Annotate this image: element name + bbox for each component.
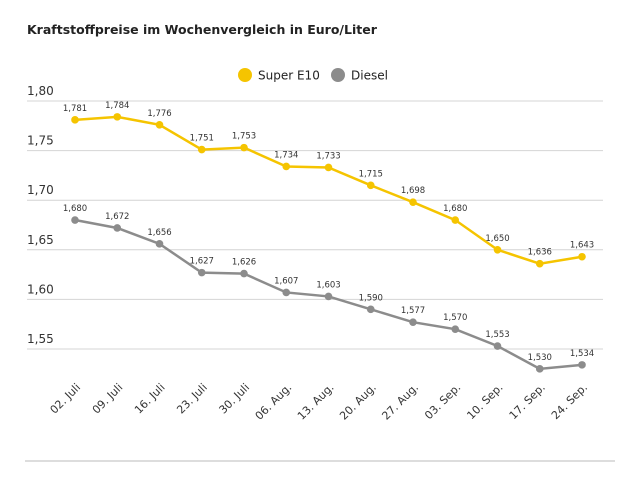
data-point [451, 216, 460, 224]
data-point [578, 252, 586, 261]
x-tick-label: 30. Juli [217, 381, 253, 417]
value-label: 1,784 [105, 101, 129, 111]
value-label: 1,626 [232, 258, 256, 268]
value-label: 1,570 [443, 313, 467, 323]
value-label: 1,603 [316, 280, 340, 290]
value-label: 1,636 [528, 248, 552, 258]
data-point [324, 163, 333, 172]
x-tick-label: 02. Juli [48, 381, 84, 417]
value-label: 1,680 [443, 204, 467, 214]
x-tick-label: 23. Juli [174, 381, 210, 417]
y-tick-label: 1,75 [27, 134, 54, 148]
value-label: 1,672 [105, 212, 129, 222]
y-tick-label: 1,70 [27, 183, 54, 197]
data-point [451, 325, 460, 333]
data-point [493, 342, 502, 350]
data-point [113, 224, 122, 232]
x-tick-label: 10. Sep. [464, 381, 505, 422]
value-label: 1,698 [401, 186, 425, 196]
value-label: 1,607 [274, 276, 298, 286]
data-point [282, 162, 291, 171]
data-point [155, 240, 164, 248]
value-label: 1,680 [63, 204, 87, 214]
value-label: 1,577 [401, 306, 425, 316]
data-point [155, 121, 164, 129]
x-tick-label: 06. Aug. [253, 381, 295, 423]
data-point [240, 269, 248, 278]
y-tick-label: 1,65 [27, 233, 54, 247]
value-label: 1,530 [528, 353, 552, 363]
data-point [71, 116, 79, 124]
x-tick-label: 24. Sep. [549, 381, 590, 422]
x-tick-label: 13. Aug. [295, 381, 337, 423]
data-point [535, 365, 544, 373]
data-point [578, 361, 586, 369]
data-point [535, 259, 544, 268]
value-label: 1,643 [570, 241, 594, 251]
data-point [197, 145, 206, 154]
legend-marker [238, 68, 252, 82]
data-point [197, 268, 206, 277]
value-label: 1,650 [485, 234, 509, 244]
data-point [113, 113, 122, 121]
value-label: 1,733 [316, 151, 340, 161]
data-point [366, 181, 375, 190]
value-label: 1,534 [570, 349, 594, 359]
x-tick-label: 09. Juli [90, 381, 126, 417]
data-point [409, 198, 417, 206]
x-tick-label: 27. Aug. [379, 381, 421, 423]
data-point [240, 143, 248, 152]
value-label: 1,781 [63, 104, 87, 114]
data-point [409, 318, 417, 327]
chart-title: Kraftstoffpreise im Wochenvergleich in E… [27, 22, 378, 37]
value-label: 1,590 [359, 293, 383, 303]
data-point [282, 288, 291, 297]
y-tick-label: 1,80 [27, 84, 54, 98]
data-point [366, 305, 375, 314]
value-label: 1,734 [274, 150, 298, 160]
value-label: 1,553 [485, 330, 509, 340]
data-point [493, 246, 502, 254]
value-label: 1,656 [147, 228, 171, 238]
legend-label: Diesel [351, 69, 388, 83]
x-tick-label: 16. Juli [132, 381, 168, 417]
y-tick-label: 1,55 [27, 332, 54, 346]
value-label: 1,753 [232, 132, 256, 142]
x-tick-label: 03. Sep. [422, 381, 463, 422]
value-label: 1,627 [190, 257, 214, 267]
x-tick-label: 17. Sep. [507, 381, 548, 422]
x-tick-label: 20. Aug. [337, 381, 379, 423]
legend-label: Super E10 [258, 69, 320, 83]
value-label: 1,751 [190, 134, 214, 144]
data-point [324, 292, 333, 301]
data-point [71, 216, 79, 224]
value-label: 1,776 [147, 109, 171, 119]
y-tick-label: 1,60 [27, 282, 54, 296]
legend-marker [331, 68, 345, 82]
value-label: 1,715 [359, 169, 383, 179]
